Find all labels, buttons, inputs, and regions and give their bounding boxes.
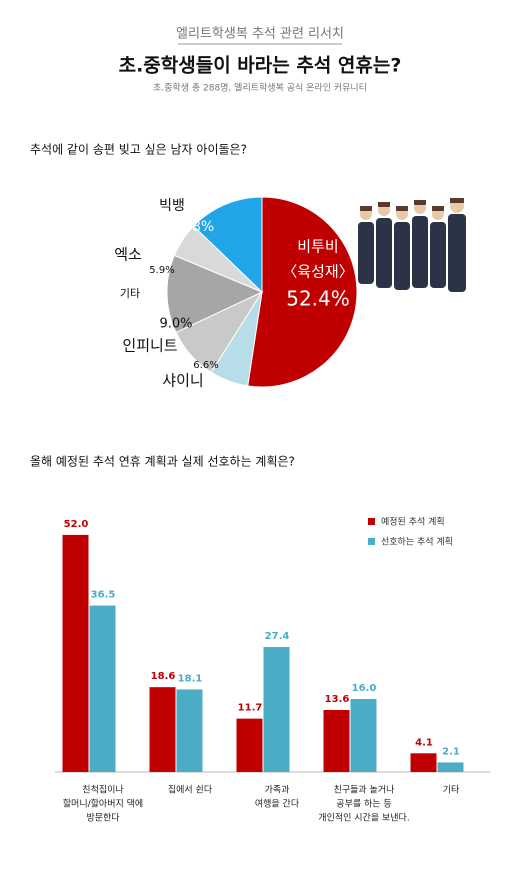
- slice-label: 빅뱅: [159, 198, 185, 214]
- slice-label: 엑소: [114, 246, 142, 264]
- x-tick-label: 가족과: [265, 785, 290, 796]
- kicker: 엘리트학생복 추석 관련 리서치: [176, 27, 344, 42]
- x-tick-label: 집에서 쉰다: [168, 784, 213, 796]
- bar: [410, 753, 437, 772]
- main-title: 초.중학생들이 바라는 추석 연휴는?: [119, 55, 402, 77]
- bar: [350, 699, 377, 772]
- bar-value-label: 36.5: [91, 590, 116, 601]
- x-tick-label: 기타: [443, 785, 460, 796]
- idol-photo: [358, 198, 466, 292]
- slice-label: 인피니트: [122, 337, 177, 355]
- slice-value-label: 5.9%: [149, 265, 174, 276]
- legend-label: 선호하는 추석 계획: [381, 536, 453, 548]
- pie-slice: [192, 196, 263, 294]
- bar: [62, 534, 89, 772]
- bar: [236, 718, 263, 772]
- bar-value-label: 2.1: [442, 746, 460, 757]
- bar-value-label: 16.0: [352, 683, 377, 694]
- pie-question: 추석에 같이 송편 빚고 싶은 남자 아이돌은?: [30, 143, 247, 157]
- x-tick-label: 친척집이나: [82, 784, 123, 796]
- bar: [149, 687, 176, 772]
- bar-value-label: 52.0: [64, 519, 89, 530]
- bar: [263, 647, 290, 772]
- pie-slice: [166, 254, 264, 334]
- bar-value-label: 11.7: [238, 703, 263, 714]
- bar: [437, 762, 464, 772]
- bar: [323, 709, 350, 772]
- x-tick-label: 공부를 하는 등: [336, 799, 391, 810]
- slice-value-label: 52.4%: [286, 287, 350, 311]
- source: 초.중학생 총 288명, 엘리트학생복 공식 온라인 커뮤니티: [153, 83, 367, 94]
- x-tick-label: 개인적인 시간을 보낸다.: [318, 812, 409, 824]
- x-tick-label: 할머니/할아버지 댁에: [63, 799, 143, 810]
- bar-value-label: 18.1: [178, 673, 203, 684]
- pie-slice: [247, 196, 358, 388]
- slice-value-label: 6.6%: [193, 360, 218, 371]
- slice-value-label: 12.8%: [170, 219, 214, 235]
- x-tick-label: 여행을 간다: [255, 798, 300, 810]
- slice-annotation: 〈육성재〉: [282, 263, 353, 281]
- slice-label: 샤이니: [162, 372, 203, 390]
- legend-swatch: [368, 538, 375, 545]
- bar-question: 올해 예정된 추석 연휴 계획과 실제 선호하는 계획은?: [30, 455, 295, 469]
- slice-label: 비투비: [297, 238, 338, 256]
- bar-value-label: 4.1: [415, 737, 433, 748]
- legend-swatch: [368, 518, 375, 525]
- bar-value-label: 13.6: [325, 694, 350, 705]
- bar: [176, 689, 203, 772]
- x-tick-label: 친구들과 놀거나: [334, 785, 395, 796]
- bar-value-label: 27.4: [265, 631, 290, 642]
- bar: [89, 605, 116, 772]
- legend-label: 예정된 추석 계획: [381, 516, 445, 528]
- slice-label: 기타: [120, 287, 140, 300]
- slice-value-label: 9.0%: [159, 317, 192, 332]
- x-tick-label: 방문한다: [86, 813, 120, 824]
- bar-value-label: 18.6: [151, 671, 176, 682]
